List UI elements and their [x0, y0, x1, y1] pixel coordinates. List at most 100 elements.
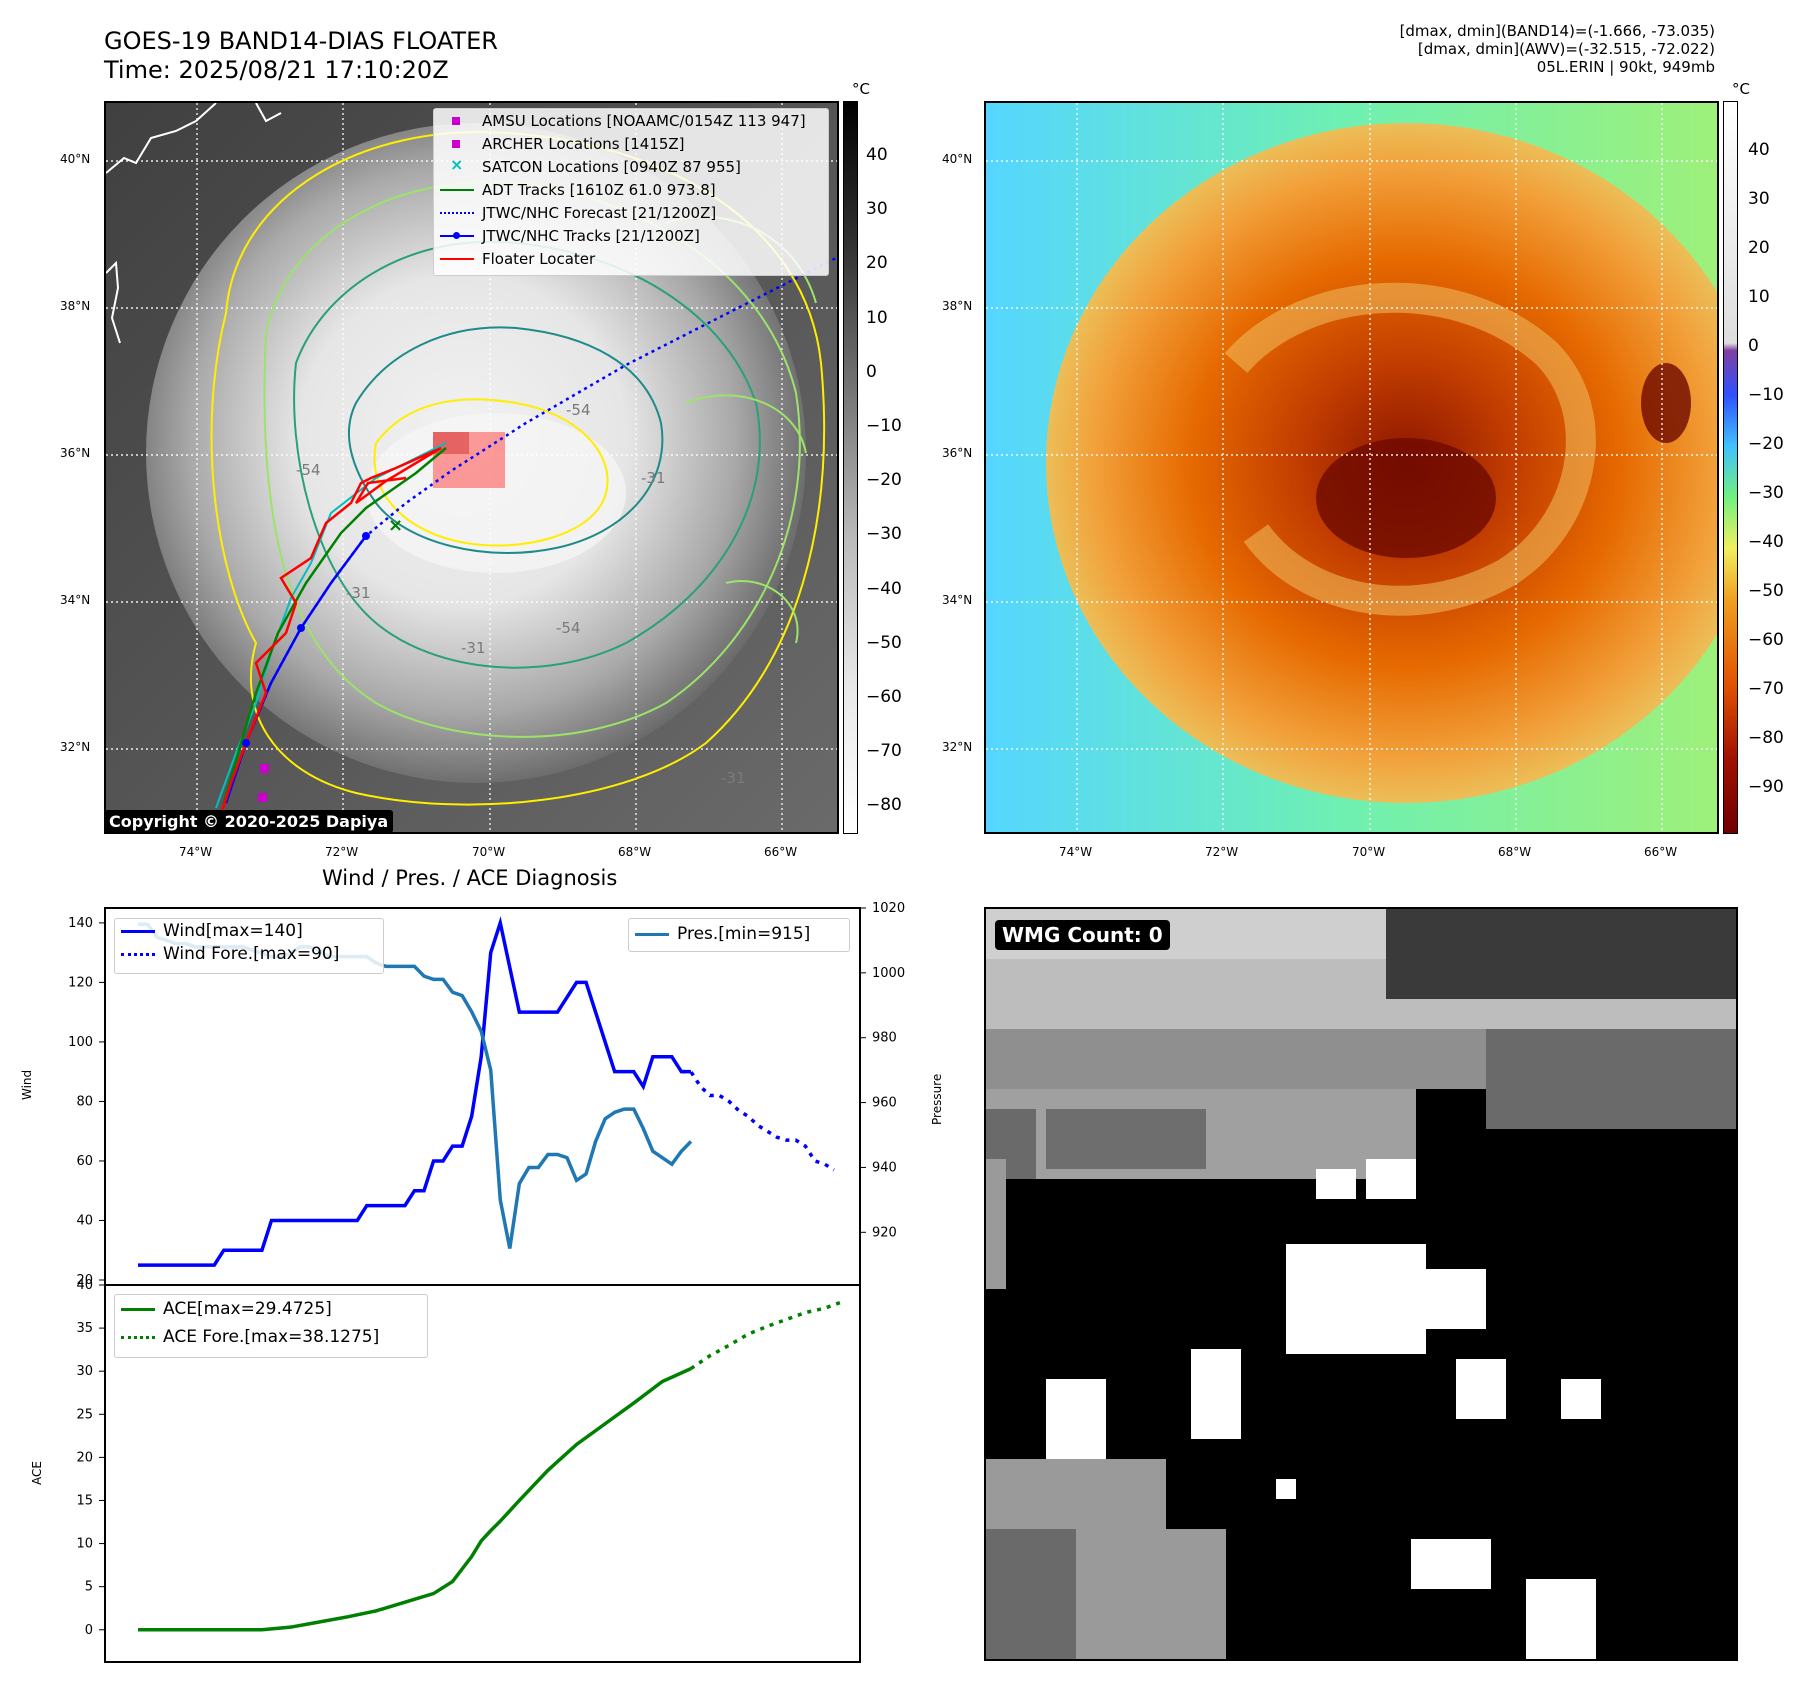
legend-item: AMSU Locations [NOAAMC/0154Z 113 947]	[434, 109, 828, 132]
legend-label: SATCON Locations [0940Z 87 955]	[482, 157, 741, 176]
colorbar-tick: 0	[866, 361, 877, 382]
contour-core	[373, 398, 609, 547]
colorbar-tick: −80	[1748, 728, 1784, 748]
legend-label: Floater Locater	[482, 249, 596, 268]
dotted-line-icon	[121, 945, 155, 963]
legend-label: JTWC/NHC Tracks [21/1200Z]	[482, 226, 700, 245]
colorbar-tick: −90	[1748, 777, 1784, 797]
wmg-count-badge: WMG Count: 0	[995, 920, 1170, 950]
ace-tick-label: 15	[76, 1493, 93, 1508]
map-legend: AMSU Locations [NOAAMC/0154Z 113 947] ARC…	[433, 108, 829, 276]
cold-top	[1641, 363, 1691, 443]
colorbar-tick: −30	[1748, 483, 1784, 503]
lat-label: 36°N	[60, 446, 91, 460]
chart-title: Wind / Pres. / ACE Diagnosis	[322, 866, 618, 890]
legend-rows: AMSU Locations [NOAAMC/0154Z 113 947] ARC…	[434, 109, 828, 270]
coastline-north	[106, 103, 217, 174]
colorbar-tick: 0	[1748, 336, 1759, 356]
ace-fore-legend-label: ACE Fore.[max=38.1275]	[163, 1327, 380, 1347]
lat-label: 32°N	[942, 740, 973, 754]
contour-label: -31	[721, 769, 746, 787]
ace-legend: ACE[max=29.4725] ACE Fore.[max=38.1275]	[114, 1294, 428, 1358]
ace-series-line-1	[689, 1299, 845, 1371]
header-info: [dmax, dmin](BAND14)=(-1.666, -73.035) […	[1400, 22, 1715, 76]
dotted-line-icon	[440, 204, 474, 222]
colorbar-tick: 40	[866, 145, 888, 165]
jtwc-point	[297, 624, 305, 632]
ace-legend-label: ACE[max=29.4725]	[163, 1299, 332, 1319]
ace-series-line-0	[138, 1367, 692, 1632]
contour-label: -54	[296, 461, 321, 479]
lon-label: 68°W	[618, 845, 652, 859]
colorbar-tick: 10	[1748, 287, 1770, 307]
colorbar-tick: −70	[866, 741, 902, 762]
colorbar-tick: −40	[866, 578, 902, 599]
title-line-2: Time: 2025/08/21 17:10:20Z	[104, 56, 449, 84]
coastline-island	[255, 103, 282, 123]
square-marker-icon	[440, 112, 474, 130]
legend-label: ARCHER Locations [1415Z]	[482, 134, 685, 153]
colorbar-tick: −60	[866, 687, 902, 707]
awv-range: [dmax, dmin](AWV)=(-32.515, -72.022)	[1417, 40, 1715, 58]
gray-colorbar	[843, 101, 858, 834]
colorbar-tick: −50	[1748, 581, 1784, 601]
lat-label: 32°N	[60, 740, 91, 754]
archer-box	[433, 432, 505, 488]
jtwc-point	[242, 739, 250, 747]
contour-label: -31	[346, 584, 371, 602]
colorbar-tick: −40	[1748, 532, 1784, 552]
coastline-west	[106, 260, 121, 344]
wind-tick-label: 40	[76, 1213, 93, 1228]
wmg-bottom-left-dark	[986, 1529, 1076, 1659]
amsu-marker	[258, 793, 267, 802]
lat-label: 34°N	[60, 593, 91, 607]
wmg-bottom-gray	[1166, 1529, 1226, 1659]
ace-fore-legend-row: ACE Fore.[max=38.1275]	[115, 1323, 427, 1351]
series-line-0	[138, 916, 691, 1267]
colorbar-tick: 10	[866, 307, 888, 328]
jtwc-point	[362, 532, 370, 540]
legend-label: JTWC/NHC Forecast [21/1200Z]	[482, 203, 717, 222]
pressure-legend: Pres.[min=915]	[628, 918, 850, 952]
ace-tick-label: 10	[76, 1537, 93, 1552]
colorbar-tick: −60	[1748, 630, 1784, 650]
band14-range: [dmax, dmin](BAND14)=(-1.666, -73.035)	[1399, 22, 1715, 40]
wmg-mid-dark	[1486, 1029, 1736, 1129]
wmg-left-strip	[986, 1159, 1006, 1289]
wind-fore-legend-label: Wind Fore.[max=90]	[163, 943, 340, 964]
pressure-tick-label: 1020	[872, 901, 905, 916]
ace-tick-label: 20	[76, 1450, 93, 1465]
lon-label: 70°W	[472, 845, 506, 859]
colorbar-tick: −20	[1748, 434, 1784, 454]
colorbar-tick: −30	[866, 524, 902, 545]
wind-tick-label: 80	[76, 1094, 93, 1109]
colorbar-tick: 40	[1748, 140, 1770, 160]
contour-label: -31	[461, 639, 486, 657]
lon-label: 70°W	[1352, 845, 1386, 859]
contour-label: -31	[641, 469, 666, 487]
eye-region	[1316, 438, 1496, 558]
wind-tick-label: 60	[76, 1154, 93, 1169]
copyright-badge: Copyright © 2020-2025 Dapiya	[104, 810, 394, 833]
wind-axis-label: Wind	[20, 1069, 34, 1100]
solid-line-icon	[121, 1300, 155, 1318]
colorbar-tick: 20	[1748, 238, 1770, 258]
lat-label: 38°N	[942, 299, 973, 313]
wind-legend-row: Wind[max=140]	[115, 919, 383, 942]
lon-label: 74°W	[179, 845, 213, 859]
wmg-dark-block	[1386, 909, 1736, 999]
pressure-legend-row: Pres.[min=915]	[629, 919, 849, 949]
colorbar-tick: −80	[866, 795, 902, 816]
lat-label: 36°N	[942, 446, 973, 460]
colorbar-tick: 20	[866, 253, 888, 274]
color-colorbar	[1723, 101, 1738, 834]
color-colorbar-unit: °C	[1732, 80, 1750, 98]
wmg-dark-patch	[1046, 1109, 1206, 1169]
line-dot-icon	[440, 227, 474, 245]
ace-tick-label: 40	[76, 1278, 93, 1293]
spiral-band	[1224, 282, 1596, 616]
pressure-axis-label: Pressure	[930, 1073, 944, 1125]
wmg-panel	[984, 907, 1738, 1661]
ace-tick-label: 5	[85, 1580, 93, 1595]
wind-tick-label: 140	[68, 916, 93, 931]
